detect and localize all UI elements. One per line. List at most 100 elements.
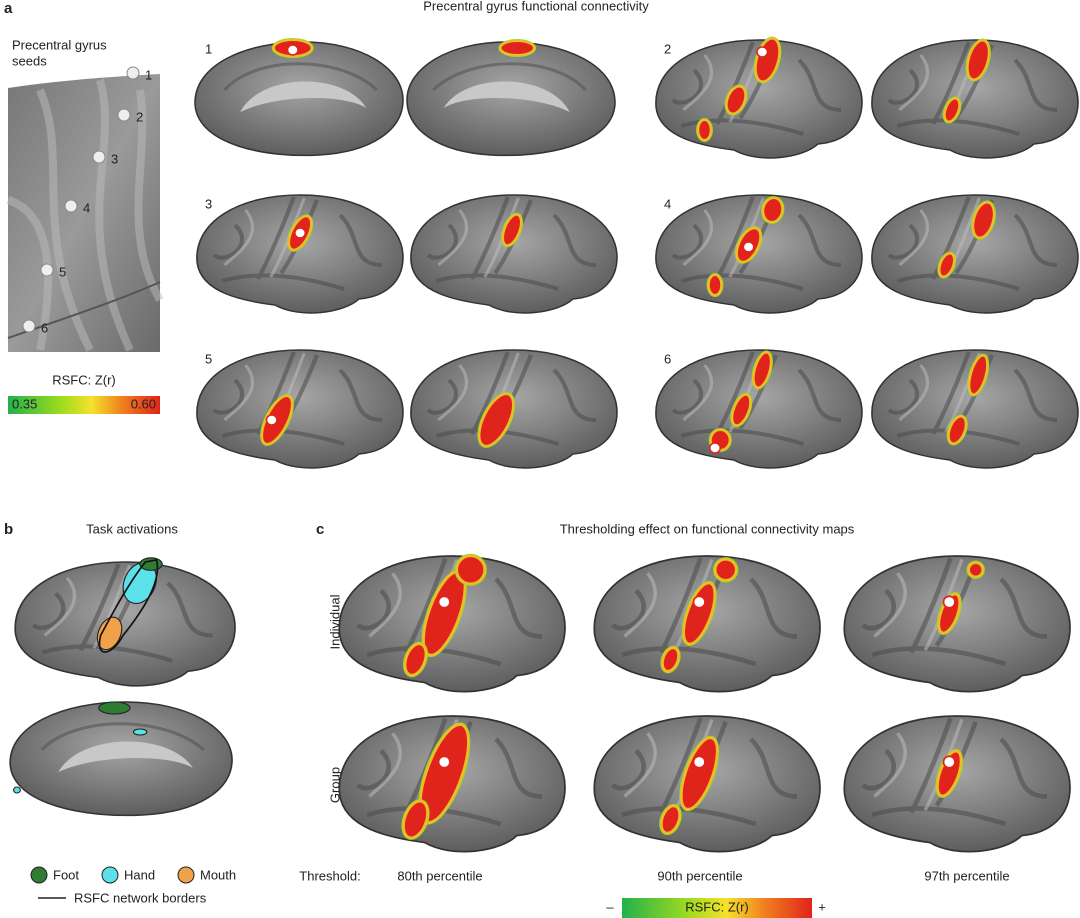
brain-map xyxy=(410,194,618,314)
brain-callosum xyxy=(443,81,570,112)
brain-map xyxy=(655,36,863,159)
brain-map xyxy=(338,715,566,853)
colorbar-max: 0.60 xyxy=(131,396,156,411)
brain-map xyxy=(9,701,233,817)
seed-dot xyxy=(286,44,299,56)
seed-dot xyxy=(708,442,722,454)
connectivity-blob xyxy=(731,393,752,427)
map-number: 6 xyxy=(664,351,671,366)
seed-dot xyxy=(942,595,956,609)
brain-map xyxy=(194,38,404,157)
panel-label: c xyxy=(316,521,324,538)
seed-marker xyxy=(92,150,106,164)
brain-sulcus xyxy=(40,722,206,752)
connectivity-blob xyxy=(682,582,716,645)
seed-dot xyxy=(265,414,278,426)
colorbar-minus: – xyxy=(606,899,614,914)
brain-map xyxy=(843,715,1071,853)
brain-surface xyxy=(196,194,404,314)
brain-map xyxy=(871,349,1079,469)
panel-title: Task activations xyxy=(86,521,178,536)
brain-surface xyxy=(9,701,233,817)
colorbar xyxy=(8,396,160,414)
connectivity-blob xyxy=(697,119,712,141)
connectivity-blob xyxy=(752,351,772,389)
brain-sulcus xyxy=(223,62,378,92)
connectivity-blob xyxy=(947,415,967,445)
brain-surface xyxy=(194,41,404,157)
map-number: 5 xyxy=(205,351,212,366)
legend-text: Hand xyxy=(124,867,155,882)
seed-marker xyxy=(117,108,131,122)
brain-sulcus xyxy=(432,62,587,92)
map-number: 4 xyxy=(664,196,671,211)
row-label: Individual xyxy=(327,594,342,649)
seed-dot xyxy=(294,227,307,239)
brain-surface xyxy=(655,349,863,469)
legend-text: Mouth xyxy=(200,867,236,882)
brain-map xyxy=(655,349,863,469)
row-label: Group xyxy=(327,767,342,803)
colorbar-label: RSFC: Z(r) xyxy=(52,372,116,387)
connectivity-blob xyxy=(972,201,995,239)
connectivity-blob xyxy=(455,554,486,585)
brain-map xyxy=(593,715,821,853)
legend-text: Foot xyxy=(53,867,79,882)
connectivity-blob xyxy=(725,85,747,115)
brain-sulcus xyxy=(671,41,842,136)
brain-map xyxy=(871,38,1079,159)
colorbar xyxy=(622,898,812,918)
brain-map xyxy=(14,557,236,687)
seed-number: 5 xyxy=(59,264,66,279)
activation-blob xyxy=(98,701,131,715)
seed-dot xyxy=(692,755,706,769)
connectivity-blob xyxy=(943,97,961,123)
legend-swatch xyxy=(177,866,195,884)
seed-map-ridges xyxy=(6,78,164,352)
seed-marker xyxy=(126,66,140,80)
connectivity-blob xyxy=(660,805,681,834)
brain-surface xyxy=(871,39,1079,159)
connectivity-blob xyxy=(938,252,956,278)
seed-number: 6 xyxy=(41,320,48,335)
threshold-value: 90th percentile xyxy=(657,868,742,883)
brain-surface xyxy=(14,561,236,687)
brain-surface xyxy=(871,349,1079,469)
activation-blob xyxy=(13,786,21,794)
seed-marker xyxy=(40,263,54,277)
seed-dot xyxy=(756,46,769,58)
panel-title: Thresholding effect on functional connec… xyxy=(560,521,855,536)
connectivity-blob xyxy=(707,274,723,296)
seed-number: 4 xyxy=(83,200,90,215)
threshold-value: 80th percentile xyxy=(397,868,482,883)
panel-title: Precentral gyrus functional connectivity xyxy=(423,0,649,13)
brain-map xyxy=(410,349,618,469)
brain-surface xyxy=(871,194,1079,314)
seed-dot xyxy=(742,241,755,253)
connectivity-blob xyxy=(966,39,990,81)
brain-map xyxy=(406,39,616,157)
brain-sulcus xyxy=(671,351,842,446)
connectivity-blob xyxy=(968,354,989,396)
activation-blob xyxy=(132,728,148,736)
brain-map xyxy=(655,194,863,314)
connectivity-blob xyxy=(402,800,429,839)
brain-surface xyxy=(843,715,1071,853)
brain-callosum xyxy=(240,81,367,112)
brain-map xyxy=(871,194,1079,314)
seeds-label: seeds xyxy=(12,53,47,68)
seed-marker xyxy=(22,319,36,333)
brain-surface xyxy=(196,349,404,469)
network-border xyxy=(98,558,159,653)
brain-callosum xyxy=(58,741,193,772)
panel-label: b xyxy=(4,521,13,538)
legend-swatch xyxy=(101,866,119,884)
brain-map xyxy=(196,349,404,469)
connectivity-blob xyxy=(501,213,523,247)
seed-dot xyxy=(437,595,451,609)
map-number: 2 xyxy=(664,41,671,56)
brain-map xyxy=(593,555,821,693)
seed-number: 2 xyxy=(136,109,143,124)
activation-blob xyxy=(96,616,123,651)
